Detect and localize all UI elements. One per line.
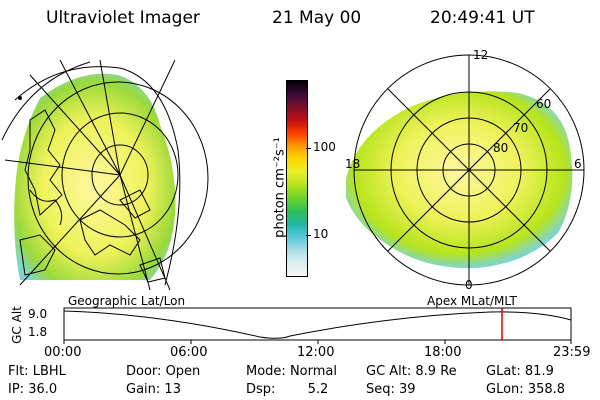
mlat-ring-70: 70 bbox=[513, 121, 528, 135]
status-mode: Mode: Normal bbox=[246, 364, 337, 379]
status-ip: IP: 36.0 bbox=[8, 382, 57, 397]
apex-polar-plot: 12 18 6 0 60 70 80 bbox=[345, 48, 585, 292]
altitude-curve bbox=[63, 310, 572, 339]
status-door-value: Open bbox=[165, 364, 201, 379]
status-door: Door: Open bbox=[126, 364, 200, 379]
status-glat-value: 81.9 bbox=[524, 364, 554, 379]
earth-limb bbox=[1, 61, 181, 286]
instrument-title: Ultraviolet Imager bbox=[46, 8, 200, 28]
colorbar-tick-100-mark bbox=[306, 148, 311, 149]
status-glon-value: 358.8 bbox=[527, 382, 566, 397]
status-ip-value: 36.0 bbox=[28, 382, 58, 397]
status-glat-label: GLat: bbox=[486, 364, 521, 379]
timeline-xtick-0: 00:00 bbox=[44, 345, 82, 360]
status-flt-value: LBHL bbox=[32, 364, 66, 379]
timeline-axis-label: GC Alt bbox=[10, 306, 24, 344]
status-gcalt-value: 8.9 Re bbox=[415, 364, 457, 379]
status-mode-label: Mode: bbox=[246, 364, 286, 379]
status-dsp-value: 5.2 bbox=[307, 382, 329, 397]
status-gain-label: Gain: bbox=[126, 382, 161, 397]
status-glon: GLon: 358.8 bbox=[486, 382, 565, 397]
status-dsp-label: Dsp: bbox=[246, 382, 276, 397]
status-seq: Seq: 39 bbox=[366, 382, 416, 397]
timeline-xtick-4: 23:59 bbox=[553, 345, 591, 360]
status-gain: Gain: 13 bbox=[126, 382, 181, 397]
geographic-globe-image bbox=[1, 59, 209, 290]
timeline-frame bbox=[63, 307, 572, 341]
timeline-xtick-1: 06:00 bbox=[170, 345, 208, 360]
timeline-xtick-3: 18:00 bbox=[424, 345, 462, 360]
island-dot bbox=[18, 96, 22, 100]
status-gain-value: 13 bbox=[164, 382, 181, 397]
status-door-label: Door: bbox=[126, 364, 162, 379]
colorbar-units-label: photon cm⁻²s⁻¹ bbox=[272, 137, 288, 238]
mlat-ring-80: 80 bbox=[493, 141, 508, 155]
colorbar-tick-10-mark bbox=[306, 235, 311, 236]
status-gcalt: GC Alt: 8.9 Re bbox=[366, 364, 457, 379]
status-gcalt-label: GC Alt: bbox=[366, 364, 412, 379]
aurora-emission-region bbox=[14, 73, 176, 280]
status-seq-value: 39 bbox=[399, 382, 416, 397]
mlat-ring-60: 60 bbox=[536, 97, 551, 111]
apex-label: Apex MLat/MLT bbox=[427, 294, 517, 308]
geographic-label: Geographic Lat/Lon bbox=[68, 294, 186, 308]
lat-lon-grid bbox=[4, 59, 209, 290]
status-mode-value: Normal bbox=[289, 364, 337, 379]
status-flt: Flt: LBHL bbox=[8, 364, 66, 379]
mlt-label-right: 6 bbox=[574, 157, 582, 171]
timeline-ytick-top: 9.0 bbox=[28, 307, 48, 321]
status-flt-label: Flt: bbox=[8, 364, 29, 379]
status-ip-label: IP: bbox=[8, 382, 25, 397]
date-label: 21 May 00 bbox=[272, 8, 362, 28]
timeline-ticks bbox=[63, 340, 572, 344]
status-glon-label: GLon: bbox=[486, 382, 524, 397]
status-dsp: Dsp: 5.2 bbox=[246, 382, 328, 397]
timeline-xtick-2: 12:00 bbox=[297, 345, 335, 360]
orbit-timeline bbox=[63, 307, 572, 344]
timeline-ytick-bottom: 1.8 bbox=[28, 325, 48, 339]
colorbar-gradient bbox=[287, 81, 307, 276]
time-label: 20:49:41 UT bbox=[430, 8, 535, 28]
status-glat: GLat: 81.9 bbox=[486, 364, 554, 379]
polar-grid bbox=[353, 54, 585, 286]
mlt-label-left: 18 bbox=[345, 157, 360, 171]
status-seq-label: Seq: bbox=[366, 382, 395, 397]
colorbar-tick-100: 100 bbox=[313, 140, 336, 154]
coastlines bbox=[19, 109, 166, 283]
mlt-label-bottom: 0 bbox=[465, 278, 473, 292]
intensity-colorbar bbox=[286, 80, 308, 277]
colorbar-tick-10: 10 bbox=[313, 227, 329, 241]
mlt-label-top: 12 bbox=[473, 48, 488, 62]
